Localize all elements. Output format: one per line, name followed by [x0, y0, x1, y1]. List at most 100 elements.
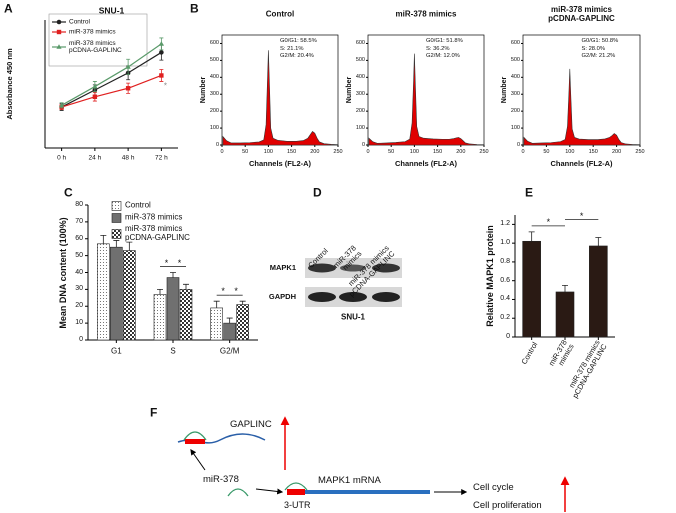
x-tick-label: 200 [456, 148, 466, 155]
mrna-label: MAPK1 mRNA [318, 474, 381, 486]
legend-label: miR-378 mimics pCDNA-GAPLINC [125, 224, 190, 242]
bar [555, 291, 575, 338]
x-tick-label: 48 h [121, 154, 135, 162]
binding-site [185, 439, 205, 444]
line [61, 74, 162, 108]
y-tick-label: 100 [510, 125, 520, 132]
y-tick-label: 400 [209, 74, 219, 81]
histogram-area [222, 50, 339, 146]
phase-annotation: G2/M: 12.0% [426, 52, 460, 59]
y-tick-label: 10 [75, 319, 83, 327]
y-axis-label: Number [501, 76, 509, 104]
marker [56, 44, 62, 49]
blot-band [372, 292, 400, 302]
chart-title: SNU-1 [98, 5, 125, 16]
bar [210, 307, 223, 341]
marker [158, 41, 164, 46]
y-axis-label: Number [346, 76, 354, 104]
y-tick-label: 300 [355, 91, 365, 98]
error-bar [562, 284, 568, 292]
panel-letter: C [64, 185, 73, 200]
error-bar [157, 288, 163, 295]
x-tick-label: 250 [479, 148, 489, 155]
significance-star: * [163, 82, 167, 92]
line [61, 51, 162, 108]
outcome-label: Cell proliferation [473, 499, 542, 511]
y-tick-label: 0.8 [500, 258, 510, 266]
bar [123, 250, 136, 341]
y-tick-label: 500 [209, 57, 219, 64]
phase-annotation: G2/M: 20.4% [280, 52, 314, 59]
utr-label: 3-UTR [284, 500, 311, 511]
x-axis-label: Channels (FL2-A) [550, 158, 613, 168]
blot-caption: SNU-1 [340, 312, 366, 322]
error-bar [226, 317, 233, 324]
phase-annotation: G0/G1: 58.5% [280, 37, 317, 44]
bar [110, 246, 123, 341]
blot-band [372, 263, 400, 273]
significance-star: * [177, 257, 182, 268]
bar [589, 245, 608, 338]
x-tick-label: 150 [433, 148, 443, 155]
y-tick-label: 600 [355, 40, 365, 47]
error-bar [183, 283, 189, 290]
outcome-label: Cell cycle [473, 481, 514, 493]
marker [59, 102, 65, 108]
blot-band [340, 264, 366, 272]
y-tick-label: 0 [361, 141, 365, 148]
error-bar [100, 234, 107, 244]
histogram-area [523, 68, 641, 146]
marker [56, 19, 62, 25]
phase-annotation: G2/M: 21.2% [581, 52, 616, 59]
histogram-area [368, 53, 485, 146]
x-tick-label: 0 [366, 148, 370, 155]
significance-star: * [546, 216, 551, 227]
x-axis-label: Channels (FL2-A) [248, 158, 312, 168]
x-tick-label: G2/M [219, 346, 240, 356]
significance-star: * [579, 210, 584, 221]
x-tick-label: 50 [543, 148, 550, 155]
x-axis-label: Channels (FL2-A) [394, 158, 458, 168]
y-tick-label: 200 [209, 108, 219, 115]
legend-label: miR-378 mimics [125, 212, 183, 222]
error-bar [213, 300, 220, 308]
x-tick-label: 200 [310, 148, 320, 155]
error-bar [113, 240, 120, 248]
mirna-arc [183, 431, 207, 441]
mirna-arc [227, 488, 249, 497]
x-tick-label: 250 [333, 148, 343, 155]
y-tick-label: 80 [75, 201, 83, 209]
line [61, 43, 162, 106]
y-tick-label: 0 [516, 141, 520, 148]
error-bar [126, 241, 133, 251]
panel-letter: D [313, 185, 322, 200]
error-bar [239, 300, 246, 305]
y-tick-label: 300 [510, 91, 520, 98]
bar [179, 289, 193, 341]
panel-letter: A [4, 1, 13, 16]
marker [159, 50, 164, 55]
gene-label: GAPLINC [230, 418, 272, 430]
y-tick-label: 100 [209, 125, 219, 132]
blot-band [339, 292, 367, 302]
x-tick-label: 150 [287, 148, 297, 155]
y-tick-label: 40 [75, 268, 83, 276]
phase-annotation: G0/G1: 50.8% [581, 37, 619, 44]
phase-annotation: G0/G1: 51.8% [426, 37, 463, 44]
mirna-label: miR-378 [203, 473, 239, 485]
y-tick-label: 1.0 [500, 239, 510, 247]
utr-site [287, 489, 305, 495]
legend-box [48, 13, 148, 67]
panel-letter: E [525, 185, 534, 200]
x-tick-label: 100 [565, 148, 575, 155]
marker [125, 64, 131, 69]
bar [522, 240, 541, 338]
x-tick-label: 100 [409, 148, 419, 155]
x-tick-label: S [170, 346, 176, 356]
y-tick-label: 0 [79, 336, 83, 344]
x-tick-label: 100 [263, 148, 273, 155]
x-tick-label: 0 h [57, 154, 67, 162]
row-label: GAPDH [268, 291, 296, 301]
